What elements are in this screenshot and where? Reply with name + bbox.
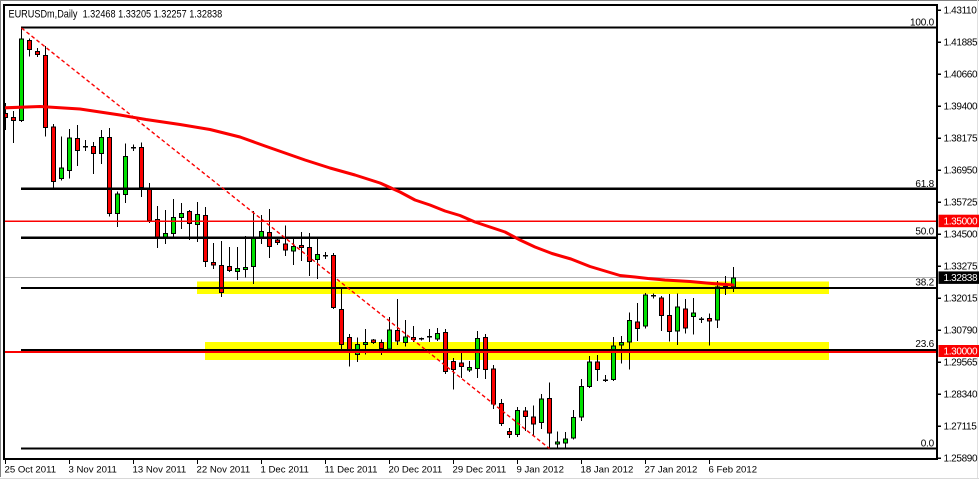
svg-text:38.2: 38.2 — [915, 278, 934, 289]
svg-text:0.0: 0.0 — [921, 438, 935, 449]
svg-text:1.29565: 1.29565 — [944, 358, 978, 369]
svg-text:1.43110: 1.43110 — [944, 6, 978, 17]
svg-text:9 Jan 2012: 9 Jan 2012 — [517, 465, 564, 476]
svg-text:1.35000: 1.35000 — [944, 216, 978, 227]
svg-text:1.40660: 1.40660 — [944, 70, 978, 81]
svg-text:EURUSDm,Daily 1.32468 1.33205: EURUSDm,Daily 1.32468 1.33205 1.32257 1.… — [9, 8, 223, 20]
svg-text:1.30790: 1.30790 — [944, 326, 978, 337]
svg-text:1.30000: 1.30000 — [944, 347, 978, 358]
svg-text:1.34500: 1.34500 — [944, 230, 978, 241]
svg-text:1.32015: 1.32015 — [944, 294, 978, 305]
svg-text:1.27115: 1.27115 — [944, 422, 978, 433]
svg-text:27 Jan 2012: 27 Jan 2012 — [645, 465, 698, 476]
svg-text:13 Nov 2011: 13 Nov 2011 — [133, 465, 187, 476]
svg-text:1.39400: 1.39400 — [944, 102, 978, 113]
svg-text:1 Dec 2011: 1 Dec 2011 — [261, 465, 309, 476]
svg-text:18 Jan 2012: 18 Jan 2012 — [581, 465, 634, 476]
svg-text:1.38175: 1.38175 — [944, 134, 978, 145]
svg-text:3 Nov 2011: 3 Nov 2011 — [69, 465, 117, 476]
svg-text:100.0: 100.0 — [910, 17, 935, 28]
svg-text:1.28340: 1.28340 — [944, 390, 978, 401]
svg-text:1.32838: 1.32838 — [944, 273, 978, 284]
svg-text:1.41885: 1.41885 — [944, 38, 978, 49]
svg-text:22 Nov 2011: 22 Nov 2011 — [197, 465, 251, 476]
svg-text:29 Dec 2011: 29 Dec 2011 — [453, 465, 507, 476]
svg-text:1.35725: 1.35725 — [944, 198, 978, 209]
svg-text:20 Dec 2011: 20 Dec 2011 — [389, 465, 443, 476]
svg-text:1.36950: 1.36950 — [944, 166, 978, 177]
svg-text:1.25890: 1.25890 — [944, 454, 978, 465]
svg-text:25 Oct 2011: 25 Oct 2011 — [5, 465, 57, 476]
svg-text:1.33275: 1.33275 — [944, 262, 978, 273]
svg-text:6 Feb 2012: 6 Feb 2012 — [709, 465, 758, 476]
svg-text:11 Dec 2011: 11 Dec 2011 — [325, 465, 378, 476]
svg-text:50.0: 50.0 — [915, 226, 934, 237]
svg-text:61.8: 61.8 — [915, 179, 934, 190]
svg-text:23.6: 23.6 — [915, 339, 934, 350]
